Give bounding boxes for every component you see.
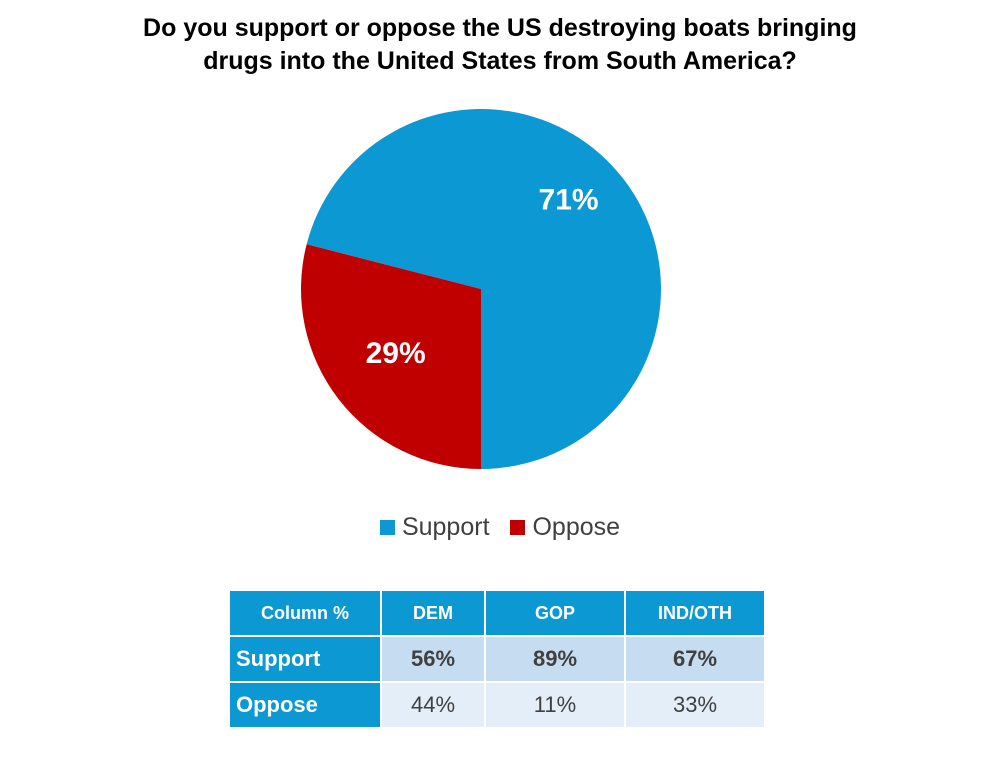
table-row-oppose: Oppose 44% 11% 33% xyxy=(230,683,764,727)
cell-support-ind-oth: 67% xyxy=(626,637,764,681)
pie-slice-oppose xyxy=(300,244,481,469)
crosstab-table: Column % DEM GOP IND/OTH Support 56% 89%… xyxy=(228,589,766,729)
cell-oppose-dem: 44% xyxy=(382,683,484,727)
table-corner-header: Column % xyxy=(230,591,380,635)
column-header-ind-oth: IND/OTH xyxy=(626,591,764,635)
pie-label-oppose: 29% xyxy=(366,337,426,370)
legend-swatch-support xyxy=(379,520,395,535)
legend-label-oppose: Oppose xyxy=(532,513,621,541)
cell-oppose-ind-oth: 33% xyxy=(626,683,764,727)
legend-item-oppose: Oppose xyxy=(510,513,620,542)
legend-item-support: Support xyxy=(379,513,490,542)
pie-slice-support xyxy=(306,108,662,469)
table-header-row: Column % DEM GOP IND/OTH xyxy=(230,591,764,635)
cell-support-dem: 56% xyxy=(382,637,484,681)
column-header-gop: GOP xyxy=(486,591,624,635)
cell-support-gop: 89% xyxy=(486,637,624,681)
table-row-support: Support 56% 89% 67% xyxy=(230,637,764,681)
chart-title-line-1: Do you support or oppose the US destroyi… xyxy=(143,14,857,42)
row-label-support: Support xyxy=(230,637,380,681)
chart-title: Do you support or oppose the US destroyi… xyxy=(0,12,1000,78)
column-header-dem: DEM xyxy=(382,591,484,635)
legend: Support Oppose xyxy=(0,513,1000,542)
cell-oppose-gop: 11% xyxy=(486,683,624,727)
chart-title-line-2: drugs into the United States from South … xyxy=(203,47,797,75)
pie-label-support: 71% xyxy=(539,184,599,217)
row-label-oppose: Oppose xyxy=(230,683,380,727)
legend-label-support: Support xyxy=(401,513,490,541)
legend-swatch-oppose xyxy=(510,520,526,535)
